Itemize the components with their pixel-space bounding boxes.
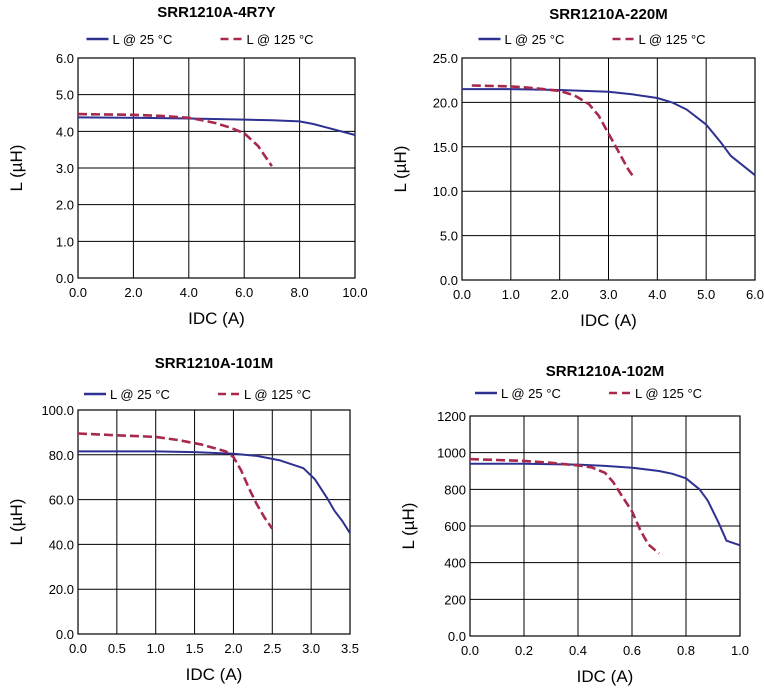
y-tick-label: 0.0 [56, 627, 74, 642]
x-axis-label: IDC (A) [186, 665, 243, 684]
y-tick-label: 5.0 [56, 88, 74, 103]
x-tick-label: 6.0 [746, 287, 764, 302]
x-tick-label: 0.0 [69, 641, 87, 656]
x-axis-label: IDC (A) [580, 311, 637, 330]
x-tick-label: 4.0 [180, 285, 198, 300]
y-tick-label: 1200 [437, 409, 466, 424]
legend-entry: L @ 125 °C [635, 386, 702, 401]
y-tick-label: 25.0 [433, 51, 458, 66]
x-tick-label: 0.5 [108, 641, 126, 656]
y-tick-label: 100.0 [41, 403, 74, 418]
y-tick-label: 0.0 [440, 273, 458, 288]
x-tick-label: 3.5 [341, 641, 359, 656]
x-tick-label: 0.4 [569, 643, 587, 658]
x-tick-label: 2.0 [551, 287, 569, 302]
y-tick-label: 0.0 [448, 629, 466, 644]
y-tick-label: 600 [444, 519, 466, 534]
y-tick-label: 15.0 [433, 140, 458, 155]
legend-entry: L @ 25 °C [501, 386, 561, 401]
x-tick-label: 4.0 [648, 287, 666, 302]
x-tick-label: 0.0 [461, 643, 479, 658]
y-tick-label: 800 [444, 482, 466, 497]
y-tick-label: 60.0 [49, 493, 74, 508]
series-line-125c [469, 457, 660, 555]
legend-entry: L @ 125 °C [247, 32, 314, 47]
legend-entry: L @ 25 °C [110, 387, 170, 402]
x-tick-label: 0.0 [453, 287, 471, 302]
y-tick-label: 40.0 [49, 537, 74, 552]
series-line-125c [471, 84, 634, 177]
series-line-25c [470, 462, 741, 547]
legend-entry: L @ 25 °C [113, 32, 173, 47]
y-axis-label: L (µH) [391, 146, 410, 193]
series-line-125c [77, 112, 273, 167]
y-tick-label: 4.0 [56, 124, 74, 139]
y-tick-label: 1.0 [56, 234, 74, 249]
plot-frame [77, 57, 356, 279]
x-tick-label: 5.0 [697, 287, 715, 302]
x-tick-label: 6.0 [235, 285, 253, 300]
legend-entry: L @ 25 °C [505, 32, 565, 47]
x-axis-label: IDC (A) [188, 309, 245, 328]
y-axis-label: L (µH) [7, 499, 26, 546]
x-tick-label: 2.0 [124, 285, 142, 300]
y-tick-label: 1000 [437, 446, 466, 461]
chart-panel-1: 0.0 2.0 4.0 6.0 8.0 10.0 0.0 1.0 2.0 3.0 4.0 5.0 6.0… [7, 4, 368, 328]
x-tick-label: 1.0 [731, 643, 749, 658]
x-tick-label: 1.5 [186, 641, 204, 656]
y-tick-label: 80.0 [49, 448, 74, 463]
chart-title: SRR1210A-101M [155, 355, 273, 372]
series-line-25c [78, 450, 351, 534]
x-tick-label: 0.6 [623, 643, 641, 658]
y-tick-label: 20.0 [49, 582, 74, 597]
chart-title: SRR1210A-4R7Y [157, 4, 275, 21]
chart-panel-2: 0.0 1.0 2.0 3.0 4.0 5.0 6.0 0.0 5.0 10.0 15.0 20.0 2… [391, 6, 764, 330]
x-tick-label: 10.0 [342, 285, 367, 300]
chart-panel-3: 0.0 0.5 1.0 1.5 2.0 2.5 3.0 3.5 0.0 20.0 40.0 60.0 8… [7, 355, 359, 684]
chart-title: SRR1210A-220M [549, 6, 667, 23]
y-tick-label: 20.0 [433, 95, 458, 110]
x-tick-label: 3.0 [599, 287, 617, 302]
chart-title: SRR1210A-102M [546, 363, 664, 380]
x-tick-label: 0.8 [677, 643, 695, 658]
y-tick-label: 0.0 [56, 271, 74, 286]
series-line-125c [77, 432, 274, 530]
y-tick-label: 6.0 [56, 51, 74, 66]
y-axis-label: L (µH) [399, 503, 418, 550]
y-tick-label: 10.0 [433, 184, 458, 199]
series-line-25c [77, 116, 356, 136]
legend-entry: L @ 125 °C [244, 387, 311, 402]
plot-frame [469, 415, 741, 637]
x-tick-label: 8.0 [291, 285, 309, 300]
y-tick-label: 400 [444, 556, 466, 571]
x-axis-label: IDC (A) [577, 667, 634, 686]
x-tick-label: 3.0 [302, 641, 320, 656]
y-axis-label: L (µH) [7, 145, 26, 192]
x-tick-label: 2.5 [263, 641, 281, 656]
x-tick-label: 0.2 [515, 643, 533, 658]
plot-frame [77, 409, 351, 635]
x-tick-label: 0.0 [69, 285, 87, 300]
y-tick-label: 5.0 [440, 229, 458, 244]
plot-frame [461, 57, 756, 281]
y-tick-label: 2.0 [56, 198, 74, 213]
x-tick-label: 1.0 [502, 287, 520, 302]
x-tick-label: 1.0 [147, 641, 165, 656]
y-tick-label: 200 [444, 592, 466, 607]
x-tick-label: 2.0 [224, 641, 242, 656]
y-tick-label: 3.0 [56, 161, 74, 176]
chart-panel-4: 0.0 0.2 0.4 0.6 0.8 1.0 0.0 200 400 600 800 1000 120… [399, 363, 749, 686]
legend-entry: L @ 125 °C [639, 32, 706, 47]
